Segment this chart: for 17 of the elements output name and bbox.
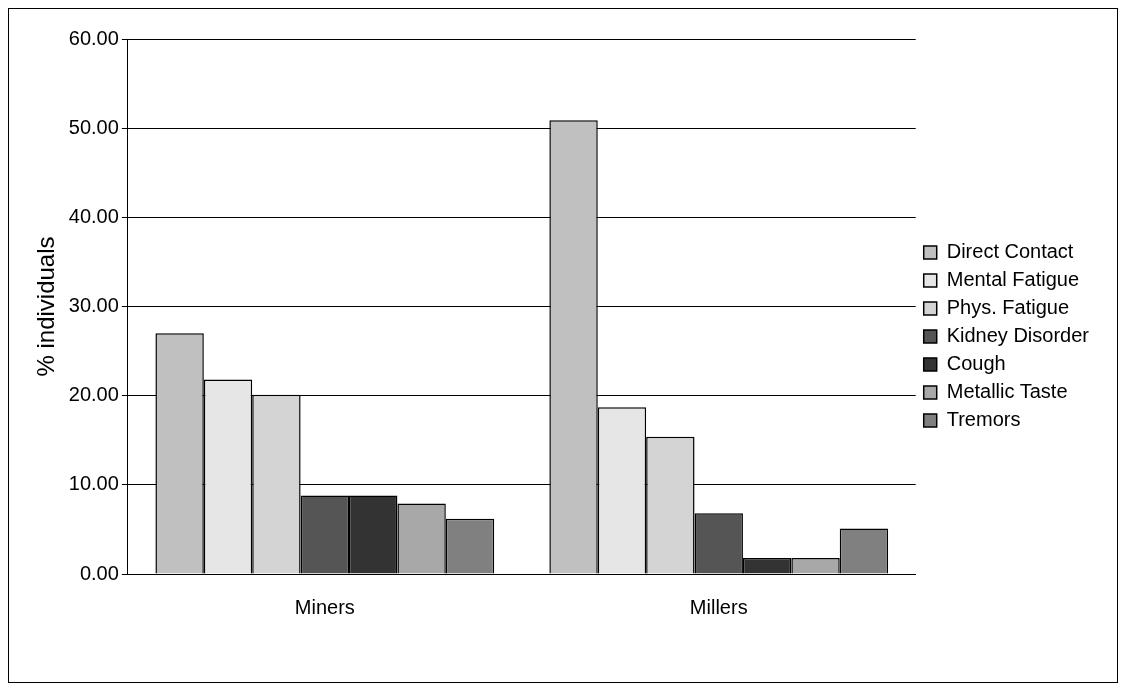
y-tick-label: 10.00 xyxy=(68,472,119,495)
legend-label: Metallic Taste xyxy=(946,380,1068,403)
legend-label: Mental Fatigue xyxy=(946,268,1080,291)
legend-label: Kidney Disorder xyxy=(946,324,1090,347)
y-tick-label: 60.00 xyxy=(68,26,119,49)
legend-label: Direct Contact xyxy=(946,240,1074,263)
y-axis-title: % individuals xyxy=(32,236,60,377)
y-tick-label: 40.00 xyxy=(68,204,119,227)
y-tick-label: 20.00 xyxy=(68,383,119,406)
x-tick-label: Millers xyxy=(689,595,748,618)
y-tick-label: 0.00 xyxy=(79,561,119,584)
x-tick-label: Miners xyxy=(294,595,355,618)
legend-label: Tremors xyxy=(946,408,1021,431)
legend-label: Cough xyxy=(946,352,1006,375)
y-tick-label: 50.00 xyxy=(68,115,119,138)
legend-label: Phys. Fatigue xyxy=(946,296,1070,319)
y-tick-label: 30.00 xyxy=(68,294,119,317)
